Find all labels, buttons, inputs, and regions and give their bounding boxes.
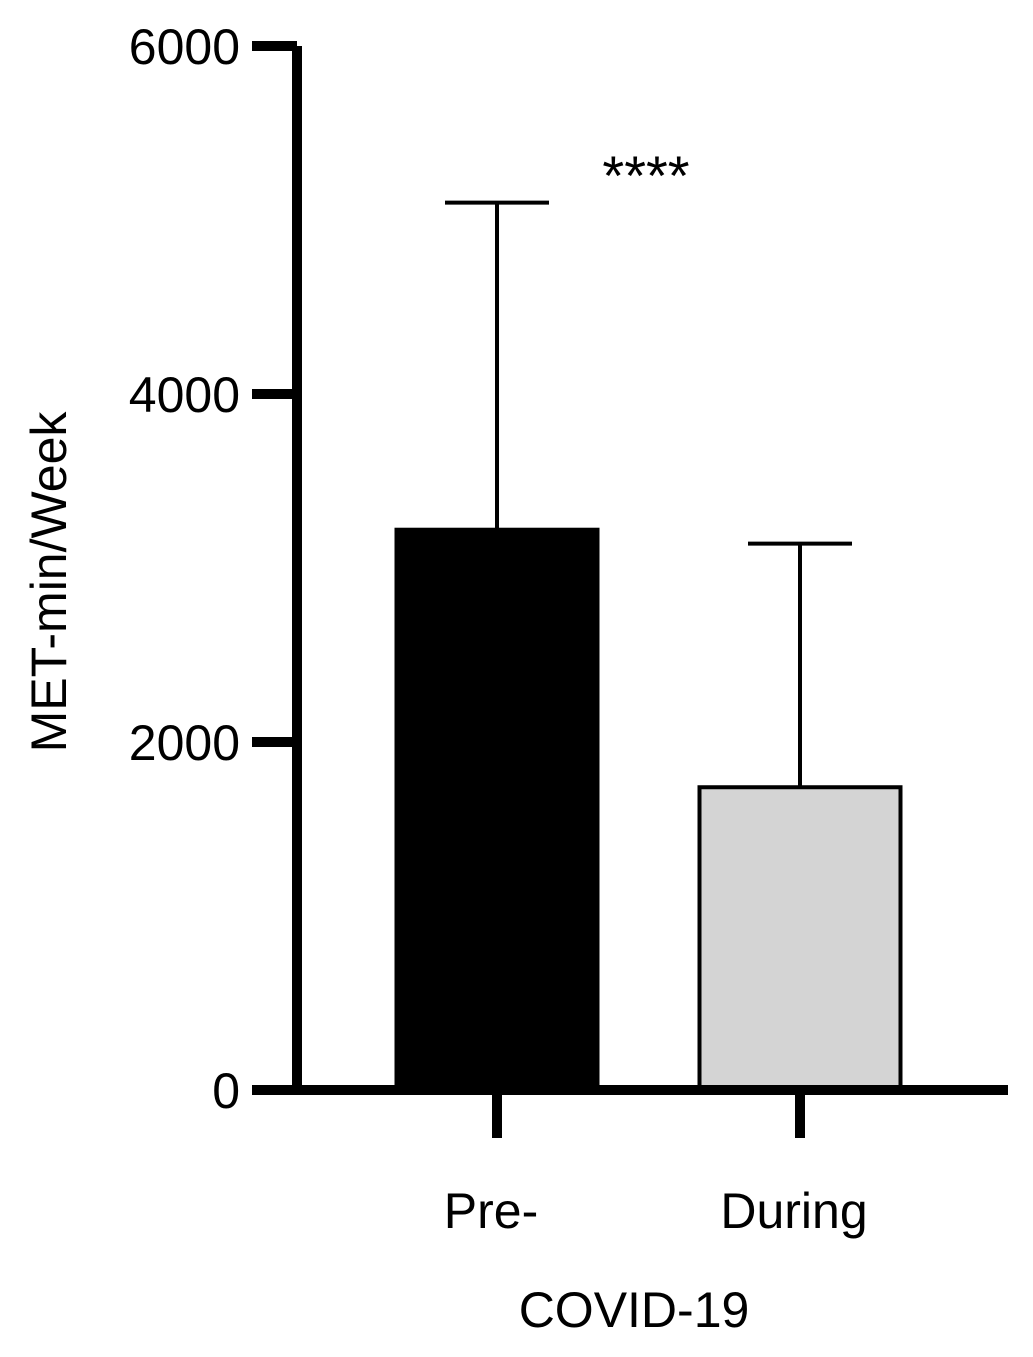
y-tick-label: 2000 — [129, 715, 240, 771]
y-axis-ticks: 0 2000 4000 6000 — [129, 19, 297, 1119]
x-tick-label: Pre- — [444, 1183, 538, 1239]
bar-during — [697, 785, 903, 1092]
y-tick-label: 6000 — [129, 19, 240, 75]
y-tick-label: 0 — [212, 1063, 240, 1119]
x-tick-label: During — [720, 1183, 867, 1239]
bar-pre — [394, 527, 600, 1092]
y-axis-title: MET-min/Week — [21, 411, 77, 753]
x-axis-ticks: Pre- During — [444, 1090, 868, 1239]
x-axis-title: COVID-19 — [519, 1282, 750, 1338]
y-tick-label: 4000 — [129, 367, 240, 423]
significance-label: **** — [602, 144, 689, 207]
error-bars — [445, 200, 852, 788]
bars — [394, 527, 903, 1092]
